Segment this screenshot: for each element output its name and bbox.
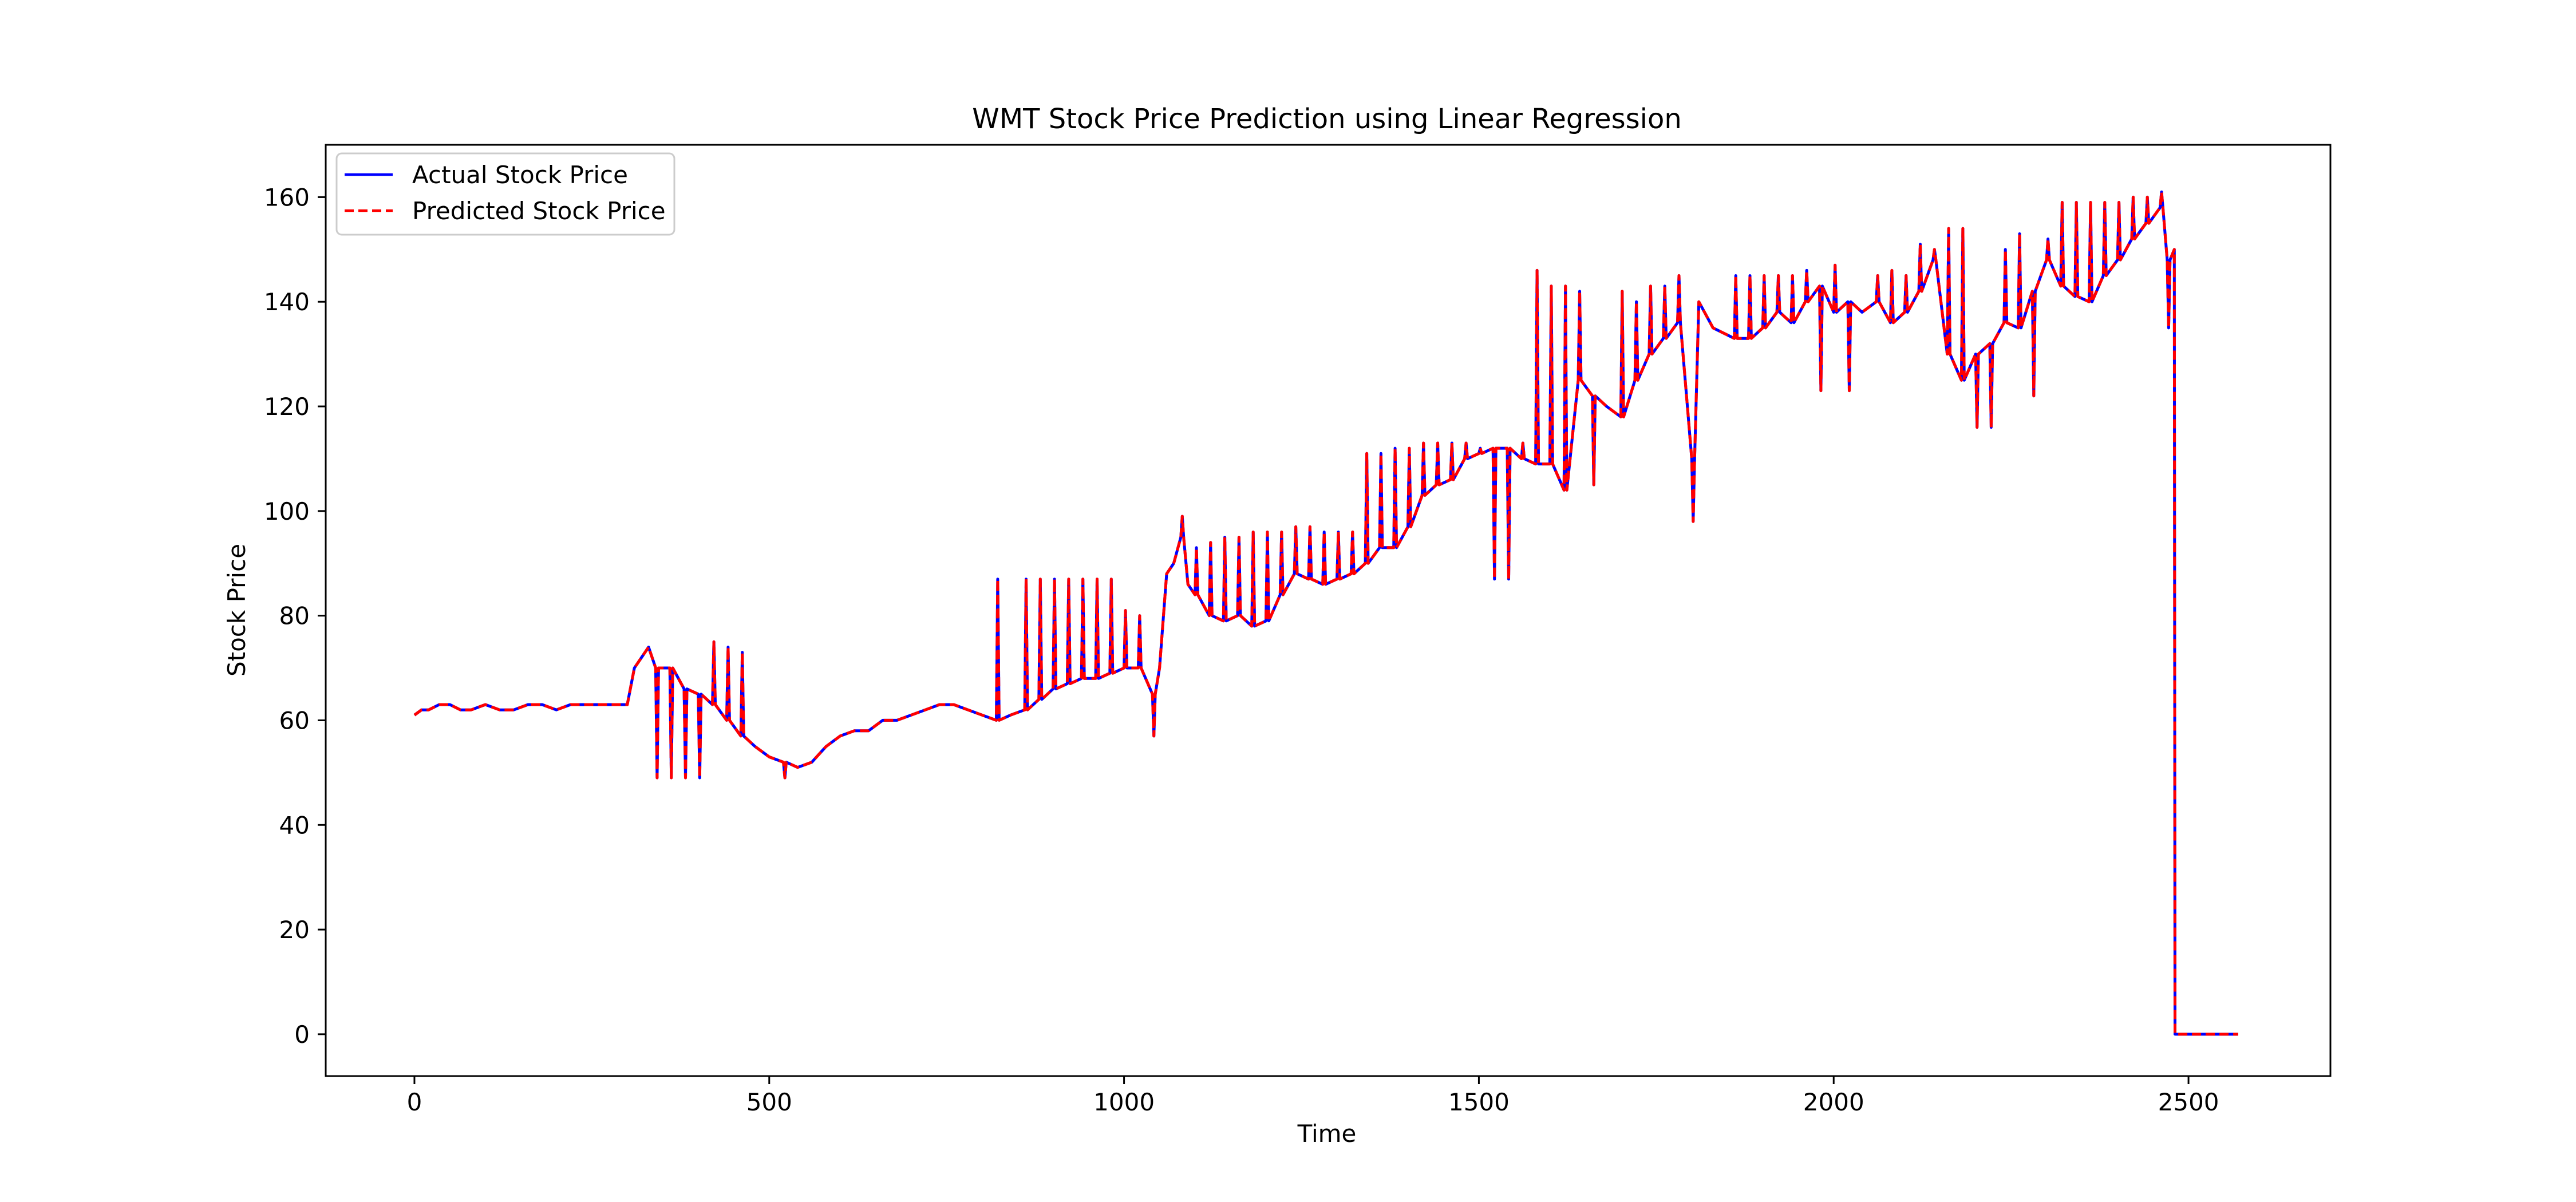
- y-tick-label: 0: [294, 1021, 310, 1049]
- x-tick-label: 1500: [1448, 1088, 1510, 1116]
- y-tick-label: 120: [264, 393, 310, 421]
- y-axis: 0 20 40 60 80 100 120 140 160: [264, 183, 326, 1049]
- x-tick-label: 500: [746, 1088, 792, 1116]
- plot-area: [413, 190, 2238, 1036]
- legend-label-predicted: Predicted Stock Price: [412, 197, 666, 225]
- x-tick-label: 2500: [2158, 1088, 2219, 1116]
- y-tick-label: 60: [279, 706, 310, 734]
- x-tick-label: 2000: [1803, 1088, 1864, 1116]
- plot-frame: [325, 144, 2332, 1077]
- y-tick-label: 80: [279, 602, 310, 630]
- legend: Actual Stock Price Predicted Stock Price: [335, 152, 675, 236]
- y-tick-label: 140: [264, 288, 310, 316]
- chart-title: WMT Stock Price Prediction using Linear …: [972, 103, 1682, 135]
- y-tick-label: 40: [279, 811, 310, 839]
- x-tick-label: 1000: [1093, 1088, 1155, 1116]
- y-tick-label: 160: [264, 183, 310, 211]
- legend-box: [335, 152, 675, 236]
- legend-label-actual: Actual Stock Price: [412, 161, 628, 189]
- y-axis-label: Stock Price: [223, 544, 251, 677]
- y-tick-label: 20: [279, 916, 310, 944]
- y-tick-label: 100: [264, 497, 310, 525]
- x-axis: 0 500 1000 1500 2000 2500: [407, 1076, 2219, 1116]
- x-axis-label: Time: [1297, 1120, 1357, 1148]
- x-tick-label: 0: [407, 1088, 422, 1116]
- series-line-predicted: [413, 190, 2238, 1036]
